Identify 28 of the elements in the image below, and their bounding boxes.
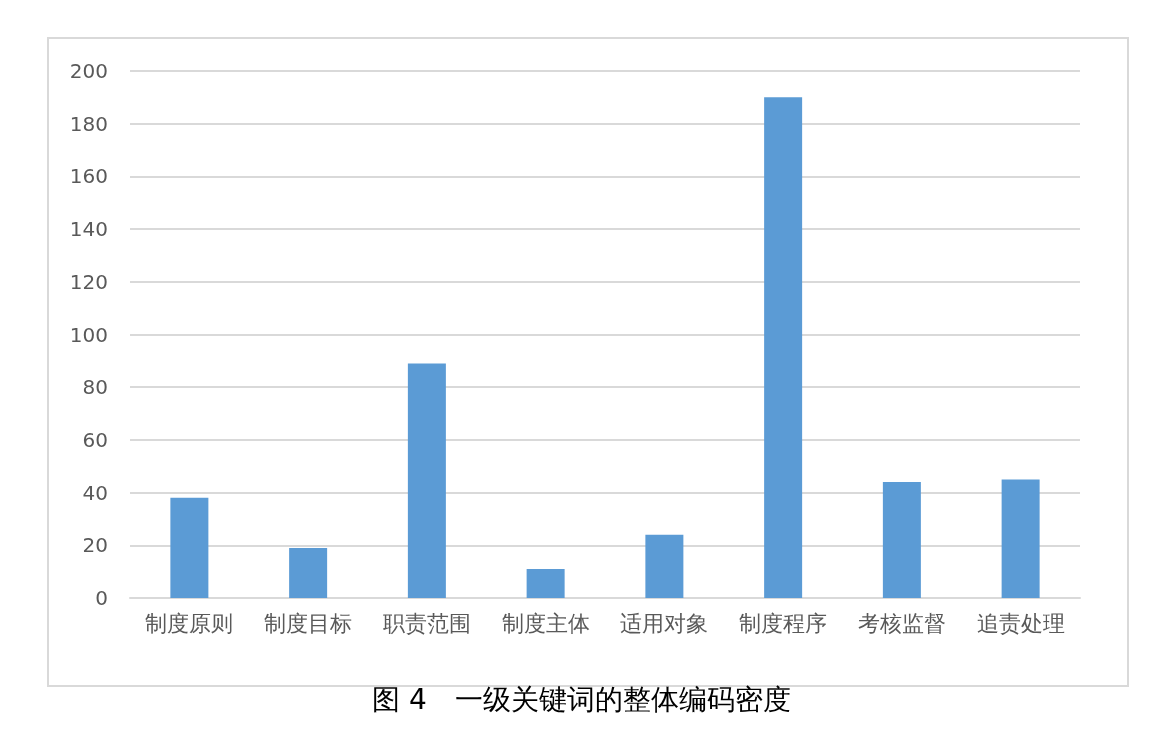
y-tick-label: 120: [69, 269, 108, 294]
x-tick-label: 制度目标: [264, 610, 353, 636]
y-tick-label: 100: [69, 322, 108, 347]
y-tick-label: 80: [82, 375, 108, 400]
x-tick-label: 适用对象: [620, 610, 709, 636]
text: 图 4 一级关键词的整体编码密度: [372, 682, 791, 716]
x-tick-label: 追责处理: [976, 610, 1065, 636]
y-tick-label: 200: [69, 59, 108, 83]
bar: [764, 97, 803, 598]
bar: [407, 363, 446, 598]
y-tick-label: 20: [82, 533, 108, 558]
y-tick-label: 40: [82, 480, 108, 505]
x-tick-label: 考核监督: [857, 610, 946, 636]
x-tick-label: 制度原则: [145, 610, 234, 636]
bar: [526, 569, 565, 598]
y-tick-label: 180: [69, 111, 108, 136]
y-tick-label: 60: [82, 427, 108, 452]
bar: [170, 497, 209, 598]
y-tick-label: 140: [69, 217, 108, 242]
x-tick-label: 职责范围: [382, 610, 471, 636]
bar: [289, 547, 328, 598]
y-tick-label: 0: [95, 586, 108, 610]
bar: [882, 482, 921, 598]
bar: [645, 534, 684, 598]
bar: [1001, 479, 1040, 598]
y-tick-label: 160: [69, 164, 108, 189]
x-tick-label: 制度主体: [501, 610, 590, 636]
x-tick-label: 制度程序: [739, 610, 828, 636]
